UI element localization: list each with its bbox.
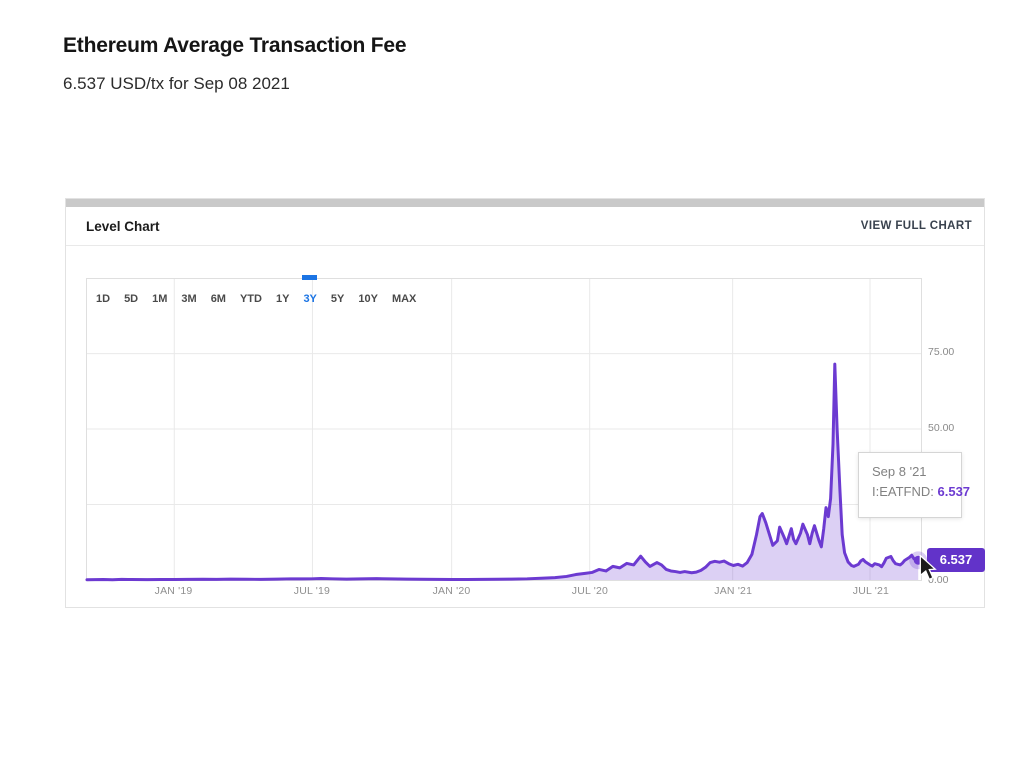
view-full-chart-link[interactable]: VIEW FULL CHART — [860, 220, 972, 232]
range-button-max[interactable]: MAX — [391, 293, 417, 305]
y-tick-label: 50.00 — [928, 422, 955, 435]
chart-tooltip: Sep 8 '21 I:EATFND: 6.537 — [858, 452, 970, 518]
x-tick-label: JUL '21 — [852, 585, 890, 597]
range-button-5d[interactable]: 5D — [124, 293, 139, 305]
panel-header: Level Chart VIEW FULL CHART — [66, 207, 984, 246]
page-title: Ethereum Average Transaction Fee — [63, 34, 407, 57]
series-line — [85, 362, 920, 582]
panel-top-strip — [66, 199, 984, 207]
range-button-10y[interactable]: 10Y — [358, 293, 378, 305]
chart-plot-area[interactable]: 1D 5D 1M 3M 6M YTD 1Y 3Y 5Y 10Y MAX — [85, 275, 928, 582]
tooltip-date: Sep 8 '21 — [872, 464, 927, 479]
range-button-1y[interactable]: 1Y — [275, 293, 290, 305]
x-tick-label: JAN '21 — [714, 585, 753, 597]
selected-range-indicator — [302, 275, 317, 280]
x-tick-label: JAN '20 — [432, 585, 471, 597]
area-fill — [87, 364, 919, 580]
range-button-1m[interactable]: 1M — [152, 293, 168, 305]
range-button-5y[interactable]: 5Y — [330, 293, 345, 305]
page-subtitle: 6.537 USD/tx for Sep 08 2021 — [63, 74, 290, 93]
tooltip-series-label: I:EATFND: — [872, 484, 934, 499]
range-button-3y[interactable]: 3Y — [303, 293, 317, 305]
tooltip-series-row: I:EATFND: 6.537 — [872, 484, 970, 499]
x-tick-label: JUL '20 — [571, 585, 609, 597]
gridlines — [87, 279, 921, 580]
range-button-6m[interactable]: 6M — [210, 293, 226, 305]
x-tick-label: JUL '19 — [293, 585, 331, 597]
range-selector: 1D 5D 1M 3M 6M YTD 1Y 3Y 5Y 10Y MAX — [94, 292, 418, 306]
x-tick-label: JAN '19 — [154, 585, 193, 597]
panel-title: Level Chart — [86, 218, 160, 234]
level-chart-panel: Level Chart VIEW FULL CHART 1D 5D 1M 3M 6M YT… — [65, 198, 985, 608]
last-value-badge: 6.537 — [927, 548, 985, 572]
range-button-3m[interactable]: 3M — [181, 293, 197, 305]
range-button-ytd[interactable]: YTD — [239, 293, 262, 305]
y-tick-label: 75.00 — [928, 346, 955, 359]
range-button-1d[interactable]: 1D — [96, 293, 111, 305]
area-chart[interactable] — [85, 279, 928, 582]
mouse-cursor — [919, 555, 937, 581]
tooltip-value: 6.537 — [937, 484, 971, 499]
